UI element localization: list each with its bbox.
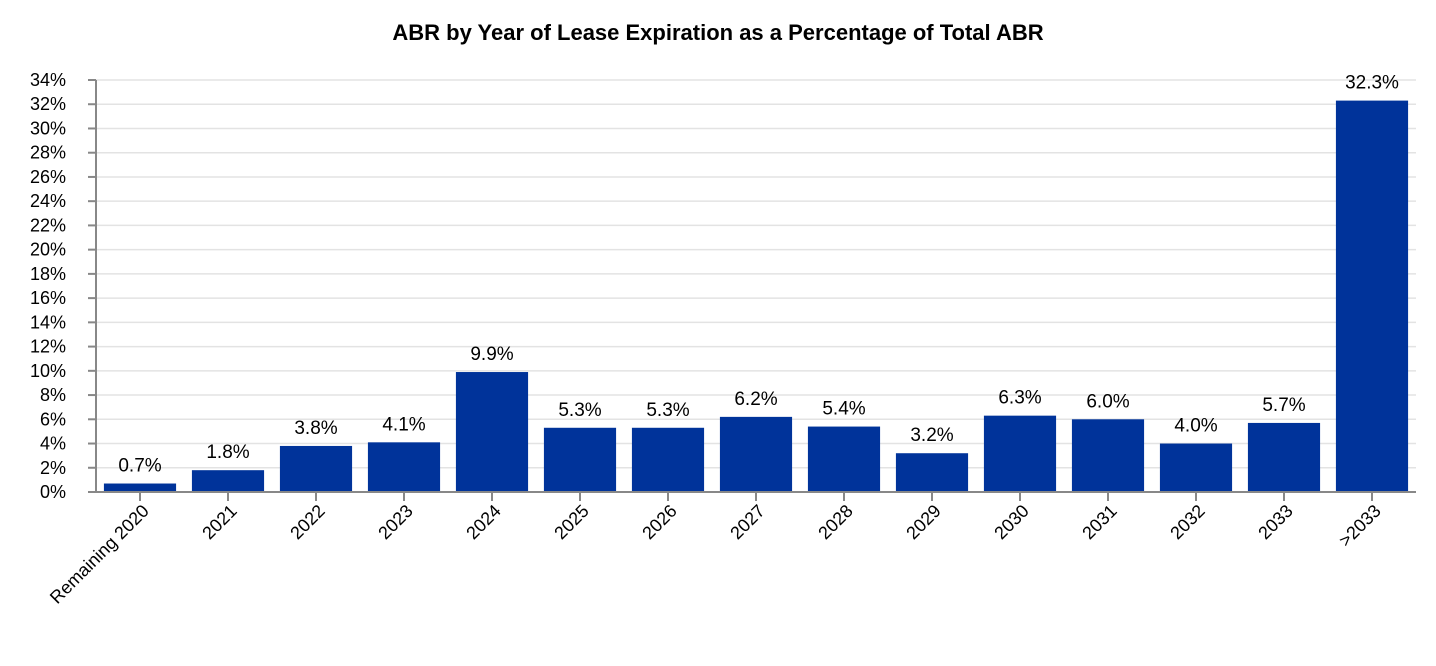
x-tick-label: 2026	[638, 501, 680, 543]
y-tick-label: 6%	[40, 409, 66, 429]
bars	[103, 100, 1409, 492]
bar	[1335, 100, 1409, 492]
bar	[543, 427, 617, 492]
bar	[631, 427, 705, 492]
bar	[983, 415, 1057, 492]
data-label: 0.7%	[118, 456, 161, 477]
data-label: 32.3%	[1345, 73, 1399, 94]
y-tick-label: 0%	[40, 482, 66, 502]
y-tick-label: 2%	[40, 458, 66, 478]
data-label: 3.2%	[910, 425, 953, 446]
chart-title: ABR by Year of Lease Expiration as a Per…	[392, 20, 1043, 45]
bar	[279, 445, 353, 492]
x-tick-label: 2024	[462, 501, 504, 543]
y-tick-label: 24%	[30, 191, 66, 211]
data-label: 1.8%	[206, 442, 249, 463]
y-tick-label: 30%	[30, 118, 66, 138]
x-tick-label: 2030	[990, 501, 1032, 543]
data-label: 5.4%	[822, 399, 865, 420]
x-tick-label: 2023	[374, 501, 416, 543]
y-tick-label: 16%	[30, 288, 66, 308]
x-tick-label: 2031	[1078, 501, 1120, 543]
y-axis-ticks: 0% 2% 4% 6% 8% 10% 12% 14% 16% 18% 20% 22% 24% 26% 28%…	[30, 70, 96, 502]
x-axis-ticks: Remaining 2020 2021 2022 2023 2024 2025 2026 20…	[46, 492, 1385, 608]
bar	[1159, 443, 1233, 492]
data-label: 5.3%	[646, 400, 689, 421]
bar	[1247, 422, 1321, 492]
data-label: 6.0%	[1086, 391, 1129, 412]
data-label: 4.1%	[382, 414, 425, 435]
x-tick-label: 2032	[1166, 501, 1208, 543]
data-label: 6.3%	[998, 388, 1041, 409]
bar	[455, 372, 529, 492]
data-label: 5.3%	[558, 400, 601, 421]
data-labels: 0.7% 1.8% 3.8% 4.1% 9.9% 5.3% 5.3% 6.2% 5.4% 3.2%…	[118, 73, 1399, 477]
x-tick-label: 2022	[286, 501, 328, 543]
data-label: 4.0%	[1174, 416, 1217, 437]
x-tick-label: >2033	[1335, 501, 1385, 551]
bar	[719, 416, 793, 492]
y-tick-label: 20%	[30, 240, 66, 260]
y-tick-label: 34%	[30, 70, 66, 90]
y-tick-label: 8%	[40, 385, 66, 405]
grid-lines	[96, 79, 1416, 469]
y-tick-label: 12%	[30, 337, 66, 357]
y-tick-label: 28%	[30, 143, 66, 163]
x-tick-label: 2028	[814, 501, 856, 543]
x-tick-label: 2027	[726, 501, 768, 543]
x-tick-label: 2025	[550, 501, 592, 543]
x-tick-label: Remaining 2020	[46, 501, 153, 608]
y-tick-label: 26%	[30, 167, 66, 187]
bar	[1071, 419, 1145, 492]
bar	[807, 426, 881, 492]
y-tick-label: 14%	[30, 312, 66, 332]
data-label: 9.9%	[470, 344, 513, 365]
x-tick-label: 2033	[1254, 501, 1296, 543]
y-tick-label: 10%	[30, 361, 66, 381]
bar	[103, 483, 177, 492]
data-label: 5.7%	[1262, 395, 1305, 416]
x-tick-label: 2029	[902, 501, 944, 543]
y-tick-label: 4%	[40, 434, 66, 454]
bar	[191, 470, 265, 492]
y-tick-label: 32%	[30, 94, 66, 114]
x-tick-label: 2021	[198, 501, 240, 543]
y-tick-label: 22%	[30, 215, 66, 235]
bar	[895, 453, 969, 492]
data-label: 6.2%	[734, 389, 777, 410]
y-tick-label: 18%	[30, 264, 66, 284]
data-label: 3.8%	[294, 418, 337, 439]
bar	[367, 442, 441, 492]
